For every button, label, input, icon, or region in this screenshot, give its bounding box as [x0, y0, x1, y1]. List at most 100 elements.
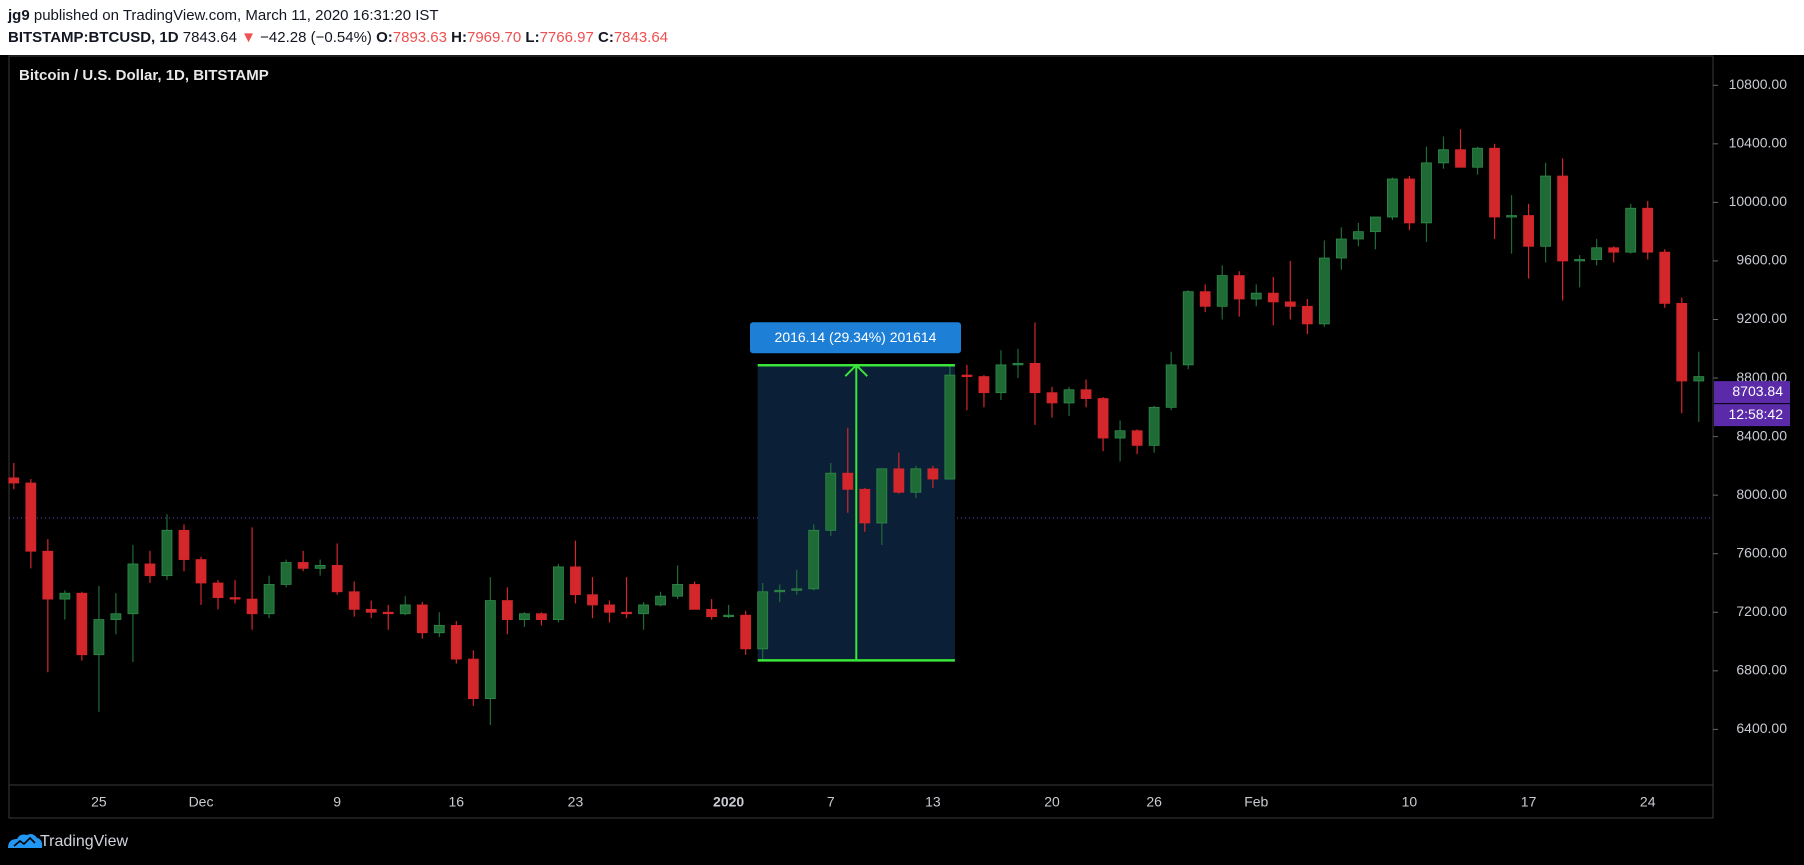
author: jg9: [8, 7, 30, 24]
legend: Bitcoin / U.S. Dollar, 1D, BITSTAMP: [19, 67, 269, 84]
candle-body: [1659, 251, 1671, 304]
y-tick-label: 7200.00: [1736, 603, 1787, 619]
candle-body: [1540, 175, 1551, 247]
candle-body: [246, 598, 258, 615]
candle-body: [93, 619, 105, 656]
candle-body: [1131, 430, 1143, 446]
publish-line: jg9 published on TradingView.com, March …: [8, 7, 439, 24]
candle-body: [1642, 207, 1654, 253]
candle-body: [1421, 162, 1432, 224]
candle-body: [484, 600, 496, 700]
x-tick-label: 10: [1402, 794, 1418, 810]
candle-body: [1301, 305, 1313, 325]
logo: [8, 834, 43, 848]
candle-body: [1574, 259, 1586, 262]
x-tick-label: Feb: [1244, 794, 1268, 810]
candle-body: [195, 559, 207, 584]
candle-body: [1523, 215, 1534, 247]
candle-body: [621, 611, 632, 615]
candle-body: [76, 592, 88, 656]
candle-body: [263, 584, 275, 615]
y-tick-label: 6800.00: [1736, 662, 1787, 678]
candle-body: [791, 588, 803, 591]
candle-body: [212, 582, 224, 599]
y-tick-label: 10800.00: [1729, 76, 1788, 92]
candle-body: [1506, 215, 1517, 218]
header: jg9 published on TradingView.com, March …: [0, 0, 1804, 55]
candle-body: [1472, 147, 1483, 168]
candle-body: [1080, 389, 1092, 399]
symbol: BITSTAMP:BTCUSD, 1D: [8, 29, 179, 46]
candle-body: [1063, 389, 1075, 404]
candle-body: [927, 468, 939, 480]
candle-body: [808, 529, 820, 590]
countdown-box: [1714, 404, 1790, 427]
candle-body: [740, 614, 752, 650]
measure-arrowhead: [844, 363, 868, 377]
x-tick-label: 25: [91, 794, 107, 810]
ohlc-key: O:: [376, 29, 393, 46]
candle-body: [1182, 291, 1194, 366]
candle-body: [570, 566, 581, 596]
candle-body: [229, 597, 241, 600]
candle-body: [297, 562, 309, 569]
candle-body: [655, 595, 666, 606]
candle-body: [1216, 275, 1228, 307]
candle-body: [1693, 376, 1705, 382]
y-tick-label: 10400.00: [1729, 135, 1788, 151]
candle-body: [399, 604, 411, 615]
candle-body: [757, 591, 769, 650]
y-tick-label: 10000.00: [1729, 193, 1788, 209]
candle-body: [1608, 247, 1620, 253]
candle-body: [8, 477, 20, 484]
candle-body: [893, 468, 905, 493]
brand: TradingView: [40, 833, 128, 850]
measure-label-box: [750, 322, 961, 354]
candle-body: [1199, 291, 1211, 307]
candle-body: [689, 584, 700, 610]
candle-body: [365, 608, 377, 613]
candle-body: [1046, 392, 1058, 404]
candle-body: [314, 565, 326, 569]
candle-body: [706, 608, 718, 618]
candle-body: [1591, 247, 1603, 260]
ohlc-key: H:: [451, 29, 467, 46]
candle-body: [1455, 149, 1466, 168]
candle-body: [348, 591, 360, 610]
candle-body: [433, 625, 445, 634]
candle-body: [110, 613, 122, 620]
x-tick-label: 16: [449, 794, 465, 810]
candle-body: [774, 589, 786, 593]
candle-body: [1352, 231, 1364, 240]
candle-body: [331, 565, 343, 593]
candle-body: [1114, 430, 1126, 439]
candle-body: [553, 566, 564, 620]
candle-body: [161, 529, 173, 577]
candle-body: [672, 584, 683, 597]
candle-body: [1438, 149, 1449, 164]
x-tick-label: 13: [925, 794, 941, 810]
arrow: ▼: [241, 29, 256, 46]
y-tick-label: 6400.00: [1736, 720, 1787, 736]
candle-body: [842, 472, 854, 490]
ohlc-value: 7843.64: [613, 29, 669, 46]
quote-line: BITSTAMP:BTCUSD, 1D 7843.64 ▼ −42.28 (−0…: [8, 29, 672, 46]
x-tick-label: 20: [1044, 794, 1060, 810]
y-tick-label: 9600.00: [1736, 252, 1787, 268]
y-tick-label: 9200.00: [1736, 310, 1787, 326]
change: −42.28 (−0.54%): [260, 29, 372, 46]
candle-body: [1097, 398, 1109, 439]
candle-body: [382, 611, 394, 615]
candle-body: [825, 472, 837, 531]
candle-body: [1284, 301, 1296, 307]
candle-body: [638, 604, 649, 615]
candle-body: [1335, 238, 1347, 259]
candle-body: [859, 488, 871, 524]
x-tick-label: 9: [333, 794, 341, 810]
candle-body: [1148, 406, 1160, 446]
candle-body: [536, 613, 547, 620]
candle-body: [1676, 302, 1688, 382]
measure-label: 2016.14 (29.34%) 201614: [775, 329, 937, 345]
x-tick-label: 23: [568, 794, 584, 810]
